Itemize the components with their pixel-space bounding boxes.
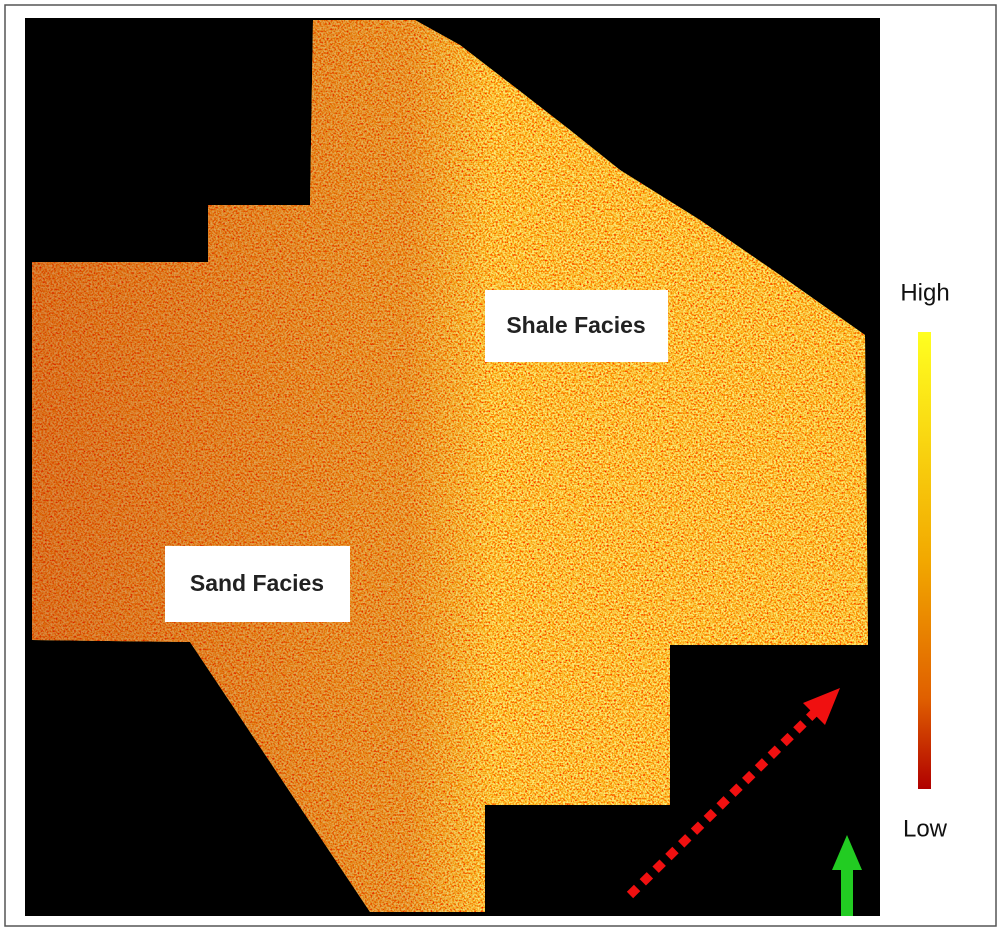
colorbar (918, 332, 931, 789)
figure: Shale Facies Sand Facies High Low (0, 0, 1001, 931)
colorbar-high: High (900, 279, 949, 306)
page: {"labels": {"shale": "Shale Facies", "sa… (0, 0, 1001, 931)
sand-label: Sand Facies (190, 570, 324, 596)
shale-label: Shale Facies (506, 312, 645, 338)
colorbar-low: Low (903, 815, 948, 842)
north-arrow (841, 868, 853, 916)
